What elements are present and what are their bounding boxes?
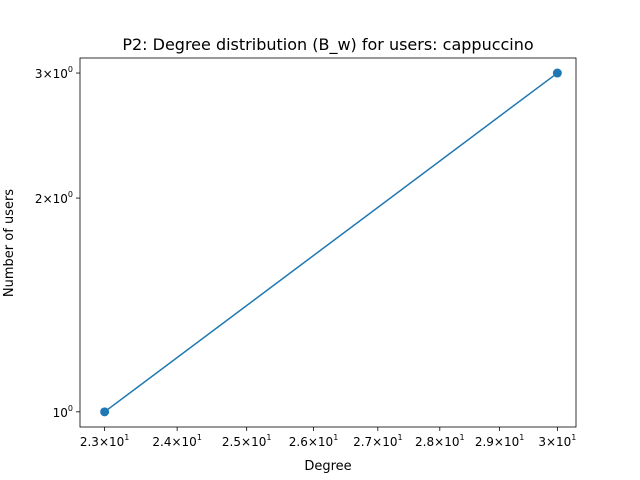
tick-label: 3×101 — [538, 433, 576, 449]
tick-base: 10 — [53, 192, 68, 206]
tick-base: 10 — [182, 435, 197, 449]
tick-exponent: 1 — [459, 433, 464, 442]
tick-times: × — [434, 435, 444, 449]
tick-label: 2.4×101 — [152, 433, 202, 449]
plot-area: 2.3×101 2.4×101 2.5×101 2.6×101 2.7×101 2.8×1… — [35, 57, 577, 449]
tick-times: × — [372, 435, 382, 449]
axes-frame — [79, 57, 577, 428]
tick-mantissa: 3 — [538, 435, 546, 449]
tick-label: 2.7×101 — [353, 433, 403, 449]
tick-exponent: 1 — [571, 433, 576, 442]
tick-times: × — [494, 435, 504, 449]
tick-base: 10 — [382, 435, 397, 449]
tick-mantissa: 2.6 — [289, 435, 308, 449]
tick-label: 100 — [53, 404, 73, 420]
tick-exponent: 1 — [519, 433, 524, 442]
tick-mantissa: 2.4 — [152, 435, 171, 449]
tick-times: × — [43, 192, 53, 206]
tick-base: 10 — [53, 67, 68, 81]
tick-mantissa: 2.5 — [222, 435, 241, 449]
tick-label: 2×100 — [35, 190, 73, 206]
tick-exponent: 0 — [68, 65, 73, 74]
chart-title: P2: Degree distribution (B_w) for users:… — [122, 35, 533, 55]
tick-label: 2.5×101 — [222, 433, 272, 449]
tick-exponent: 0 — [68, 190, 73, 199]
tick-label: 2.3×101 — [80, 433, 130, 449]
tick-base: 10 — [444, 435, 459, 449]
series-line — [104, 72, 558, 413]
tick-mantissa: 2.7 — [353, 435, 372, 449]
tick-exponent: 0 — [68, 404, 73, 413]
tick-exponent: 1 — [197, 433, 202, 442]
tick-exponent: 1 — [124, 433, 129, 442]
tick-base: 10 — [504, 435, 519, 449]
tick-times: × — [171, 435, 181, 449]
tick-label: 2.8×101 — [415, 433, 465, 449]
tick-times: × — [99, 435, 109, 449]
tick-mantissa: 2.3 — [80, 435, 99, 449]
tick-base: 10 — [556, 435, 571, 449]
tick-exponent: 1 — [266, 433, 271, 442]
tick-exponent: 1 — [398, 433, 403, 442]
tick-mantissa: 2.9 — [475, 435, 494, 449]
tick-base: 10 — [109, 435, 124, 449]
data-point — [100, 407, 110, 417]
tick-label: 3×100 — [35, 65, 73, 81]
y-axis-label: Number of users — [2, 189, 17, 297]
tick-times: × — [43, 67, 53, 81]
tick-base: 10 — [318, 435, 333, 449]
tick-label: 2.6×101 — [289, 433, 339, 449]
tick-times: × — [546, 435, 556, 449]
tick-times: × — [308, 435, 318, 449]
data-point — [552, 68, 562, 78]
tick-mantissa: 2 — [35, 192, 43, 206]
tick-base: 10 — [251, 435, 266, 449]
tick-mantissa: 3 — [35, 67, 43, 81]
tick-exponent: 1 — [333, 433, 338, 442]
tick-label: 2.9×101 — [475, 433, 525, 449]
tick-base: 10 — [53, 406, 68, 420]
tick-times: × — [241, 435, 251, 449]
tick-mantissa: 2.8 — [415, 435, 434, 449]
x-axis-label: Degree — [304, 459, 351, 474]
